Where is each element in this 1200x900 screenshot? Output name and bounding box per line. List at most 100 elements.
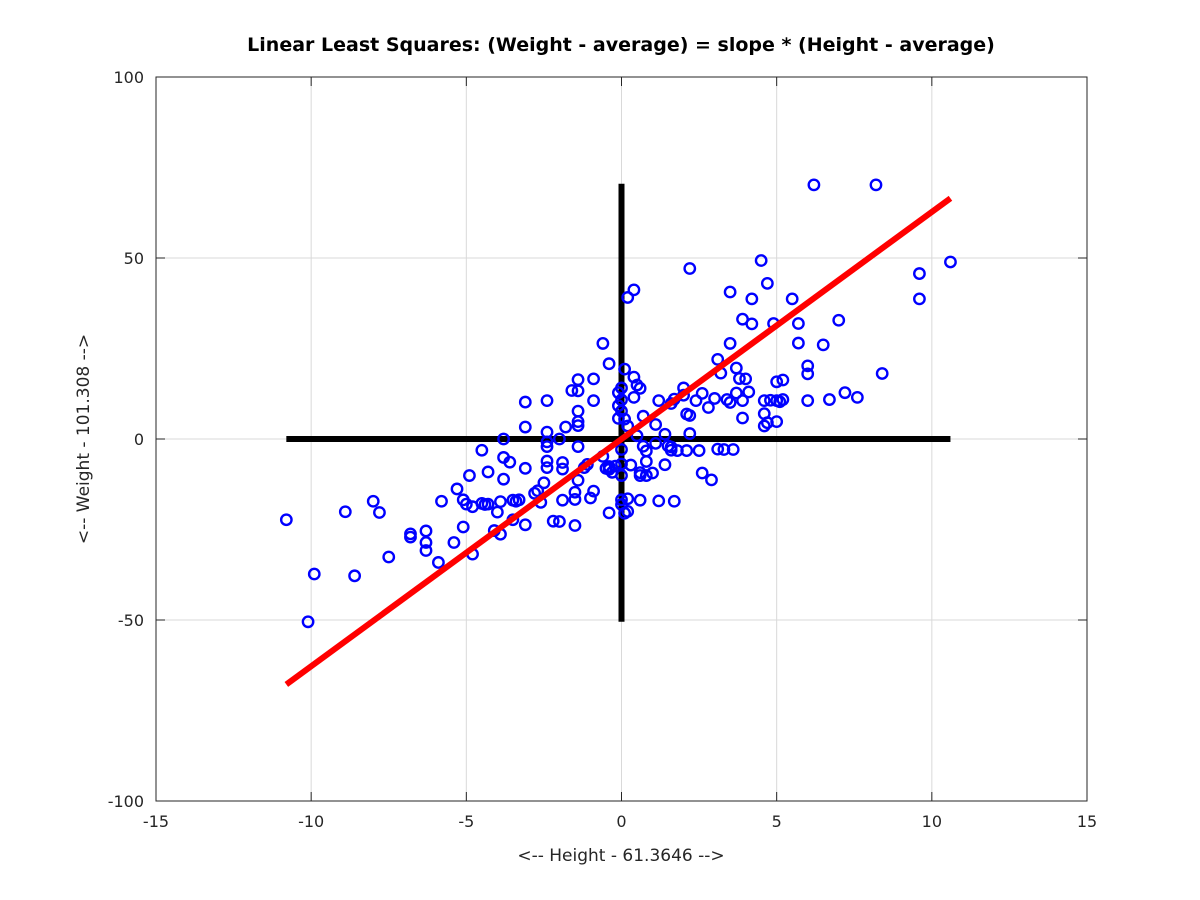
data-point [459, 497, 473, 511]
data-point [776, 393, 790, 406]
data-point [726, 443, 740, 456]
data-point [432, 556, 445, 569]
x-tick-label: 15 [1077, 812, 1097, 831]
data-point [615, 443, 628, 456]
data-point [307, 567, 321, 581]
fit-line-group [284, 195, 953, 687]
data-point [571, 440, 585, 454]
data-point [680, 444, 694, 457]
data-point [615, 404, 628, 418]
data-point [456, 520, 470, 534]
data-point [518, 420, 532, 434]
data-point [646, 466, 659, 480]
data-point [729, 386, 743, 400]
data-point [658, 458, 672, 472]
y-axis-label: <-- Weight - 101.308 --> [74, 334, 94, 544]
data-point [512, 493, 526, 507]
data-point [723, 396, 737, 409]
data-point [596, 337, 610, 350]
data-point [736, 394, 749, 408]
data-point [481, 497, 495, 511]
data-point [568, 485, 582, 499]
data-point [602, 506, 616, 520]
data-point [546, 514, 560, 528]
data-point [639, 469, 653, 482]
data-point [739, 372, 753, 386]
data-point [633, 493, 647, 507]
data-point [913, 267, 926, 280]
data-point [720, 393, 734, 406]
data-point [733, 372, 746, 385]
data-point [785, 292, 799, 306]
data-point [481, 465, 495, 479]
data-point [838, 386, 852, 400]
data-point [627, 283, 641, 297]
data-point [627, 390, 641, 404]
data-point [608, 459, 622, 473]
data-point [850, 390, 864, 404]
data-point [944, 255, 957, 269]
y-tick-label: -100 [108, 792, 144, 811]
data-point [518, 518, 532, 532]
data-point [630, 378, 644, 392]
data-point [683, 409, 697, 422]
data-point [531, 484, 545, 498]
data-point [497, 472, 510, 486]
data-point [611, 411, 625, 425]
data-point [627, 370, 641, 384]
data-point [565, 384, 579, 397]
data-point [649, 418, 663, 431]
data-point [711, 352, 725, 366]
data-point [760, 276, 774, 290]
data-point [475, 443, 489, 457]
data-point [664, 443, 678, 457]
data-point [875, 367, 889, 380]
data-points [279, 178, 957, 629]
data-point [736, 411, 749, 425]
x-axis-label: <-- Height - 61.3646 --> [517, 846, 724, 866]
data-point [695, 466, 709, 480]
data-point [338, 505, 352, 519]
data-point [652, 494, 666, 508]
data-point [692, 444, 706, 457]
data-point [559, 420, 573, 434]
data-point [568, 519, 582, 532]
data-point [404, 527, 417, 541]
data-point [711, 442, 725, 456]
data-point [571, 473, 585, 487]
data-point [801, 367, 815, 381]
data-point [518, 395, 532, 409]
data-point [695, 386, 709, 400]
data-point [419, 544, 433, 557]
data-point [621, 291, 635, 304]
data-point [621, 504, 635, 518]
data-point [832, 313, 846, 327]
data-point [801, 394, 815, 408]
data-point [553, 515, 566, 528]
y-tick-label: 50 [124, 249, 144, 268]
data-point [556, 456, 569, 469]
data-point [869, 178, 883, 192]
y-tick-label: 0 [134, 430, 144, 449]
data-point [658, 427, 672, 441]
data-point [689, 394, 703, 408]
data-point [540, 461, 554, 474]
data-point [757, 419, 771, 433]
data-point [540, 394, 554, 408]
data-point [624, 458, 638, 472]
data-point [791, 317, 805, 330]
data-point [615, 381, 628, 395]
data-point [540, 440, 554, 454]
x-tick-label: -5 [458, 812, 474, 831]
data-point [757, 394, 771, 408]
data-point [584, 491, 597, 505]
x-tick-label: -10 [298, 812, 324, 831]
data-point [571, 373, 585, 387]
data-point [652, 394, 666, 408]
data-point [419, 536, 433, 549]
data-point [723, 285, 737, 299]
data-point [447, 536, 461, 549]
